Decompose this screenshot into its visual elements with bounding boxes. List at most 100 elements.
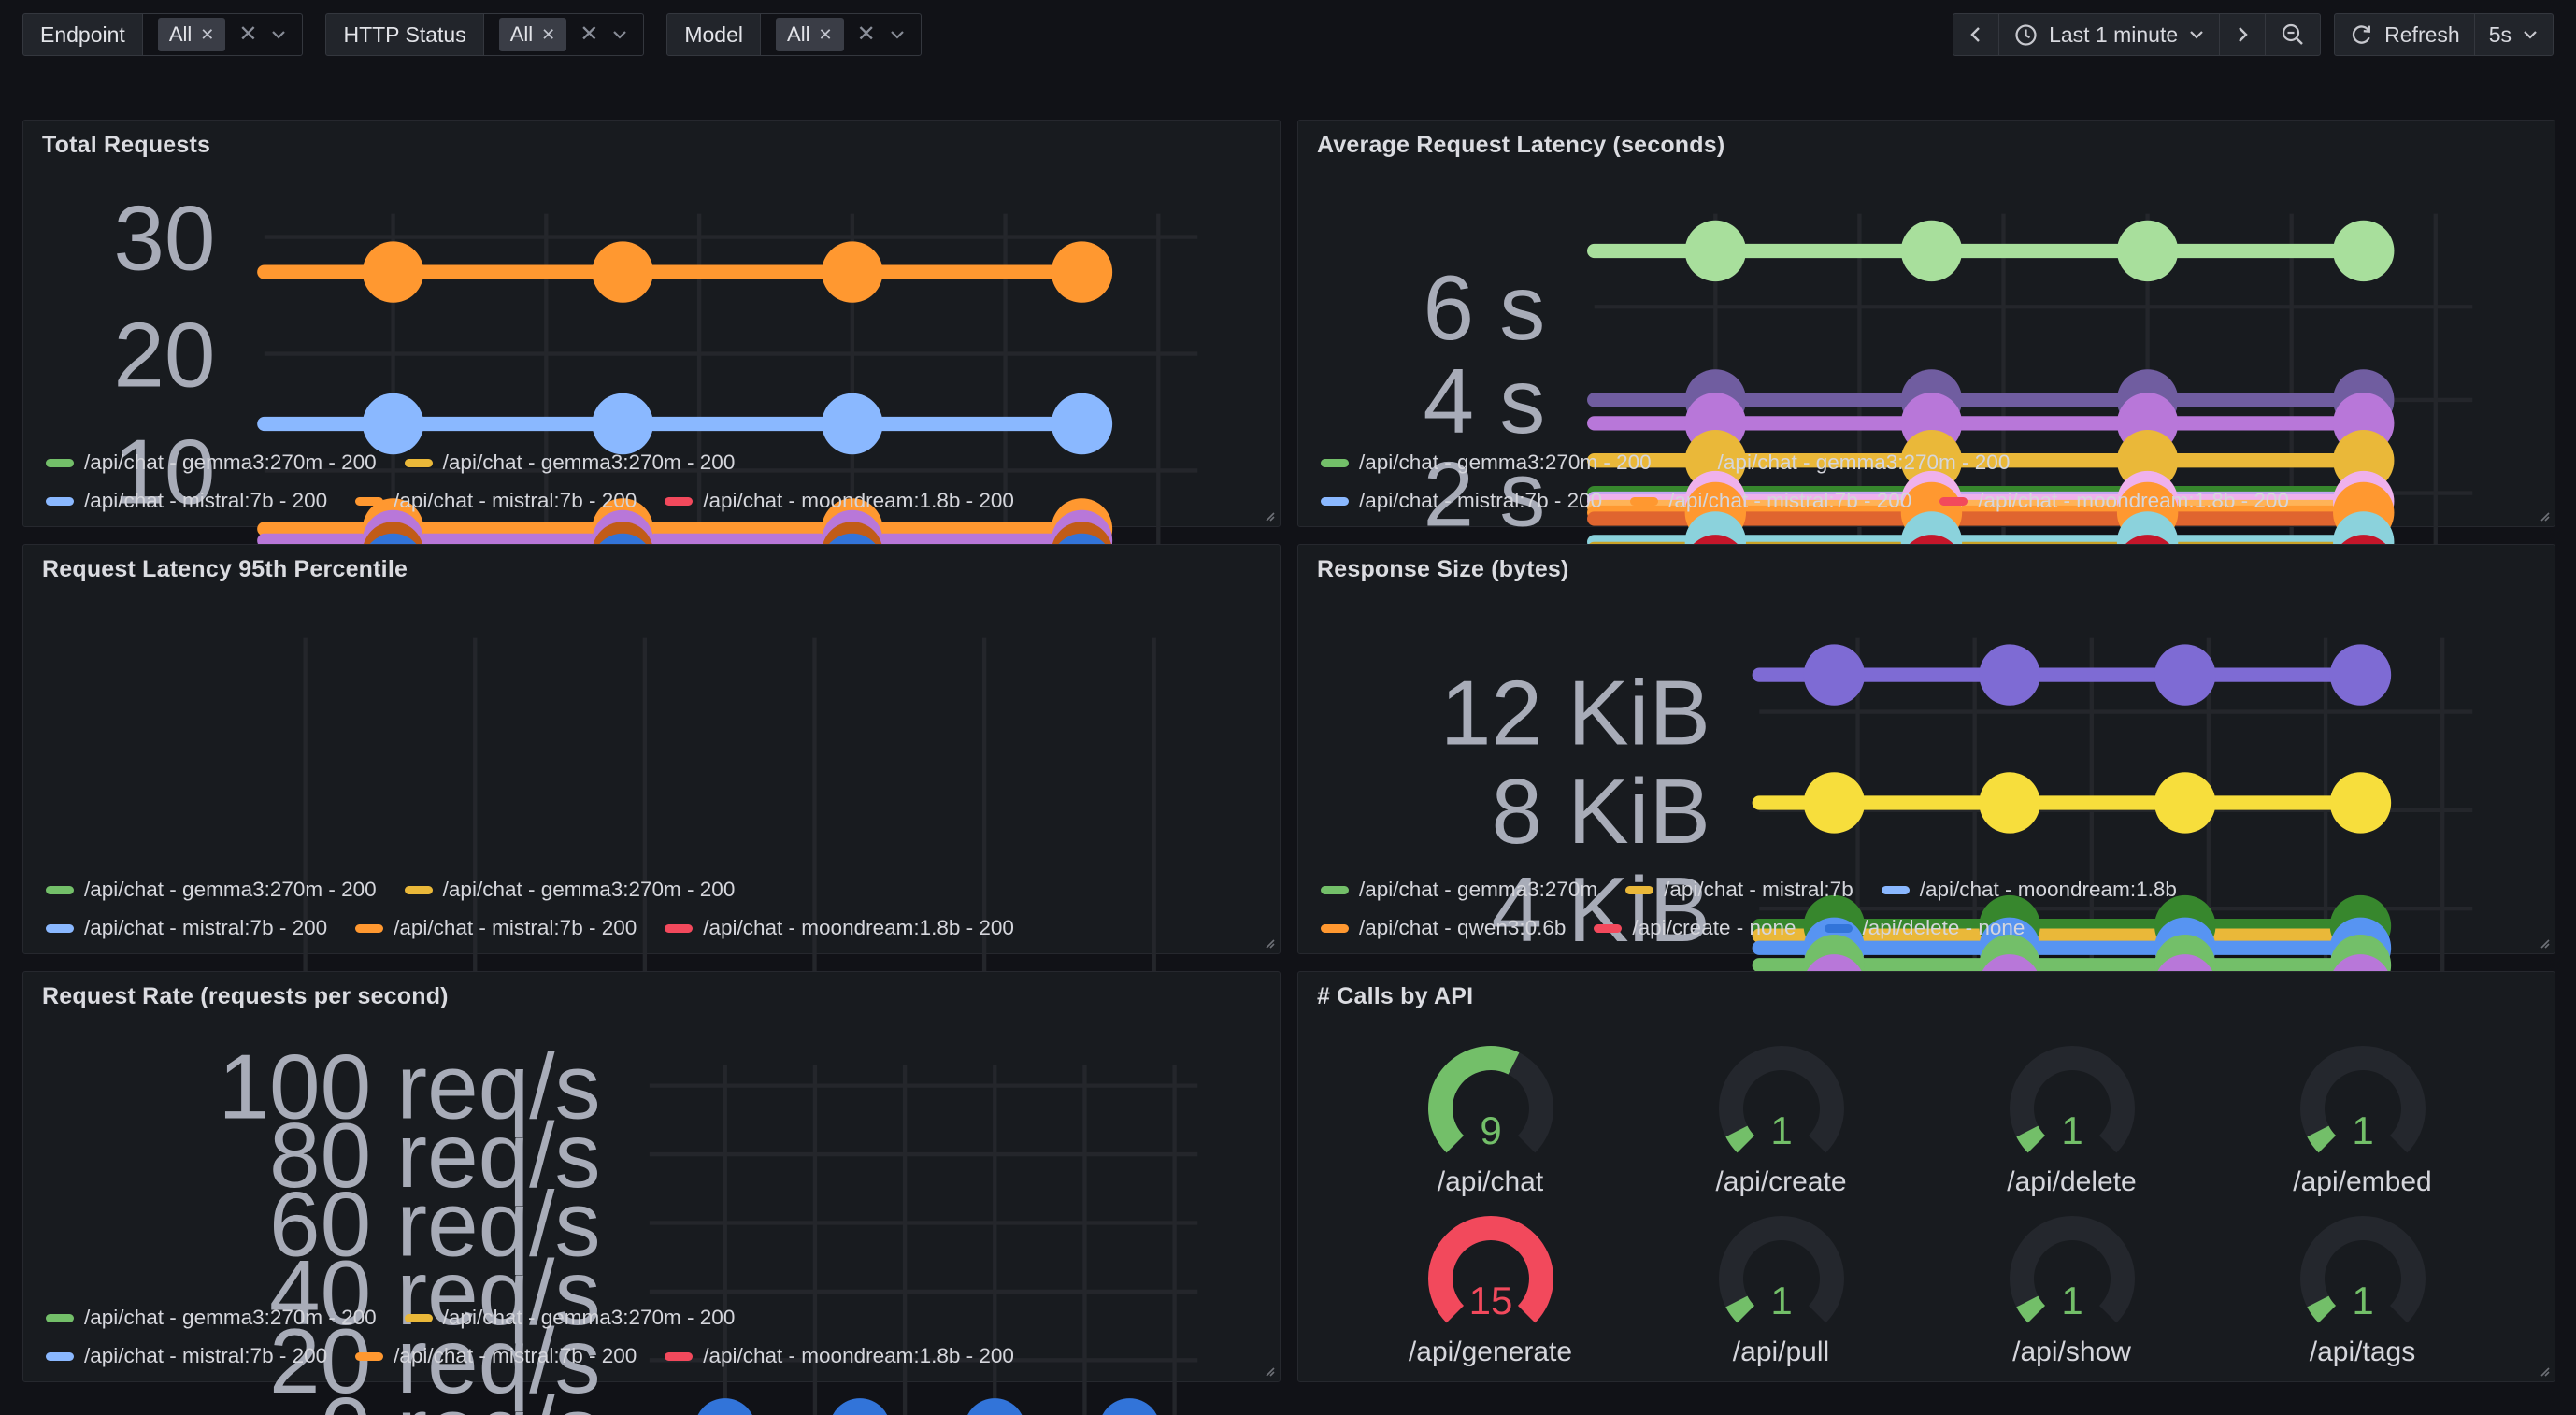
filter-tag-text: All	[169, 22, 192, 47]
gauge-label: /api/create	[1715, 1166, 1846, 1198]
legend-item[interactable]: /api/chat - qwen3:0.6b	[1321, 916, 1566, 940]
chevron-down-icon[interactable]	[889, 28, 906, 41]
refresh-interval-dropdown[interactable]: 5s	[2474, 13, 2554, 56]
legend-item[interactable]: /api/chat - mistral:7b - 200	[355, 1344, 637, 1368]
panel-title[interactable]: Response Size (bytes)	[1317, 556, 1569, 583]
chevron-down-icon[interactable]	[270, 28, 287, 41]
filter-clear-icon[interactable]: ✕	[238, 23, 257, 46]
gauge-value-arc	[2317, 1132, 2326, 1145]
legend-item[interactable]: /api/chat - gemma3:270m - 200	[46, 1306, 377, 1330]
legend-item[interactable]: /api/chat - mistral:7b - 200	[1321, 489, 1602, 513]
filter-bar: EndpointAll✕✕HTTP StatusAll✕✕ModelAll✕✕	[22, 13, 922, 56]
y-tick-label: 30	[113, 186, 215, 289]
clock-icon	[2013, 22, 2039, 48]
panel-calls-by-api: # Calls by API 9/api/chat1/api/create1/a…	[1297, 971, 2555, 1382]
zoom-out-icon	[2280, 21, 2306, 48]
legend-item[interactable]: /api/chat - mistral:7b - 200	[355, 916, 637, 940]
panel-resize-handle[interactable]	[2536, 507, 2551, 522]
time-shift-back-button[interactable]	[1953, 13, 1999, 56]
tag-remove-icon[interactable]: ✕	[541, 25, 555, 45]
time-range-picker[interactable]: Last 1 minute	[1998, 13, 2220, 56]
legend-item[interactable]: /api/chat - mistral:7b - 200	[46, 1344, 327, 1368]
refresh-button[interactable]: Refresh	[2334, 13, 2475, 56]
gauge-api-chat: 9/api/chat	[1383, 1028, 1598, 1198]
gauge-arc: 1	[1674, 1028, 1889, 1168]
filter-value-dropdown[interactable]: All✕✕	[483, 13, 645, 56]
filter-clear-icon[interactable]: ✕	[857, 23, 876, 46]
time-zoom-out-button[interactable]	[2265, 13, 2321, 56]
legend-item[interactable]: /api/chat - mistral:7b	[1625, 878, 1853, 902]
filter-selected-tag[interactable]: All✕	[776, 18, 844, 51]
legend-item[interactable]: /api/chat - mistral:7b - 200	[355, 489, 637, 513]
panel-request-rate: Request Rate (requests per second) 23:11…	[22, 971, 1281, 1382]
legend-item[interactable]: /api/chat - gemma3:270m - 200	[405, 878, 736, 902]
legend-item[interactable]: /api/chat - moondream:1.8b	[1882, 878, 2177, 902]
legend-item[interactable]: /api/chat - gemma3:270m - 200	[46, 450, 377, 475]
filter-value-dropdown[interactable]: All✕✕	[760, 13, 922, 56]
filter-clear-icon[interactable]: ✕	[580, 23, 598, 46]
gauge-arc: 1	[2255, 1198, 2470, 1338]
series-point	[1901, 221, 1962, 281]
panel-resize-handle[interactable]	[1261, 935, 1276, 950]
tag-remove-icon[interactable]: ✕	[200, 25, 214, 45]
legend-item[interactable]: /api/chat - moondream:1.8b - 200	[1939, 489, 2289, 513]
chevron-down-icon[interactable]	[611, 28, 628, 41]
legend-item[interactable]: /api/chat - gemma3:270m - 200	[1680, 450, 2011, 475]
legend-swatch	[46, 924, 74, 933]
legend-row: /api/chat - gemma3:270m - 200/api/chat -…	[46, 878, 1014, 902]
filter-model: ModelAll✕✕	[666, 13, 921, 56]
legend-item[interactable]: /api/chat - gemma3:270m - 200	[1321, 450, 1652, 475]
filter-selected-tag[interactable]: All✕	[499, 18, 567, 51]
panel-title[interactable]: Request Rate (requests per second)	[42, 983, 449, 1010]
gauge-api-create: 1/api/create	[1674, 1028, 1889, 1198]
series-point	[1979, 644, 2039, 705]
gauge-arc: 15	[1383, 1198, 1598, 1338]
series-point	[363, 393, 423, 454]
time-shift-forward-button[interactable]	[2219, 13, 2266, 56]
legend-item[interactable]: /api/chat - gemma3:270m - 200	[405, 450, 736, 475]
panel-latency-p95: Request Latency 95th Percentile 23:11:30…	[22, 544, 1281, 954]
gauge-api-show: 1/api/show	[1965, 1198, 2180, 1368]
legend-item[interactable]: /api/chat - gemma3:270m	[1321, 878, 1597, 902]
panel-resize-handle[interactable]	[2536, 935, 2551, 950]
y-tick-label: 100 req/s	[219, 1036, 601, 1138]
refresh-interval-value: 5s	[2489, 22, 2512, 48]
gauge-arc: 1	[1674, 1198, 1889, 1338]
legend-item[interactable]: /api/chat - moondream:1.8b - 200	[665, 916, 1014, 940]
chevron-left-icon	[1968, 24, 1984, 45]
filter-value-dropdown[interactable]: All ✕ ✕	[142, 13, 304, 56]
legend-row: /api/chat - mistral:7b - 200/api/chat - …	[46, 489, 1014, 513]
series-point	[363, 241, 423, 302]
y-tick-label: 4 s	[1423, 350, 1545, 452]
panel-title[interactable]: Total Requests	[42, 132, 210, 159]
panel-title[interactable]: # Calls by API	[1317, 983, 1473, 1010]
legend-item[interactable]: /api/chat - gemma3:270m - 200	[405, 1306, 736, 1330]
legend-row: /api/chat - gemma3:270m - 200/api/chat -…	[1321, 450, 2289, 475]
legend-row: /api/chat - qwen3:0.6b/api/create - none…	[1321, 916, 2177, 940]
legend-item[interactable]: /api/chat - moondream:1.8b - 200	[665, 1344, 1014, 1368]
legend-item[interactable]: /api/create - none	[1594, 916, 1796, 940]
panel-resize-handle[interactable]	[1261, 507, 1276, 522]
panel-total-requests: Total Requests 23:11:3023:11:4023:11:502…	[22, 120, 1281, 527]
gauge-api-delete: 1/api/delete	[1965, 1028, 2180, 1198]
legend-item[interactable]: /api/chat - gemma3:270m - 200	[46, 878, 377, 902]
gauge-api-pull: 1/api/pull	[1674, 1198, 1889, 1368]
panel-title[interactable]: Request Latency 95th Percentile	[42, 556, 408, 583]
legend-item[interactable]: /api/chat - mistral:7b - 200	[46, 916, 327, 940]
gauge-value: 1	[2061, 1108, 2082, 1152]
legend-item[interactable]: /api/chat - mistral:7b - 200	[1630, 489, 1911, 513]
legend-label: /api/chat - qwen3:0.6b	[1359, 916, 1566, 940]
gauge-api-embed: 1/api/embed	[2255, 1028, 2470, 1198]
legend-item[interactable]: /api/chat - mistral:7b - 200	[46, 489, 327, 513]
legend-item[interactable]: /api/delete - none	[1825, 916, 2025, 940]
panel-resize-handle[interactable]	[2536, 1363, 2551, 1378]
panel-title[interactable]: Average Request Latency (seconds)	[1317, 132, 1724, 159]
series-point	[1099, 1398, 1160, 1415]
series-point	[2154, 772, 2215, 833]
legend-item[interactable]: /api/chat - moondream:1.8b - 200	[665, 489, 1014, 513]
tag-remove-icon[interactable]: ✕	[818, 25, 832, 45]
gauge-label: /api/generate	[1409, 1336, 1572, 1368]
gauge-label: /api/show	[2012, 1336, 2131, 1368]
panel-resize-handle[interactable]	[1261, 1363, 1276, 1378]
filter-selected-tag[interactable]: All ✕	[158, 18, 226, 51]
